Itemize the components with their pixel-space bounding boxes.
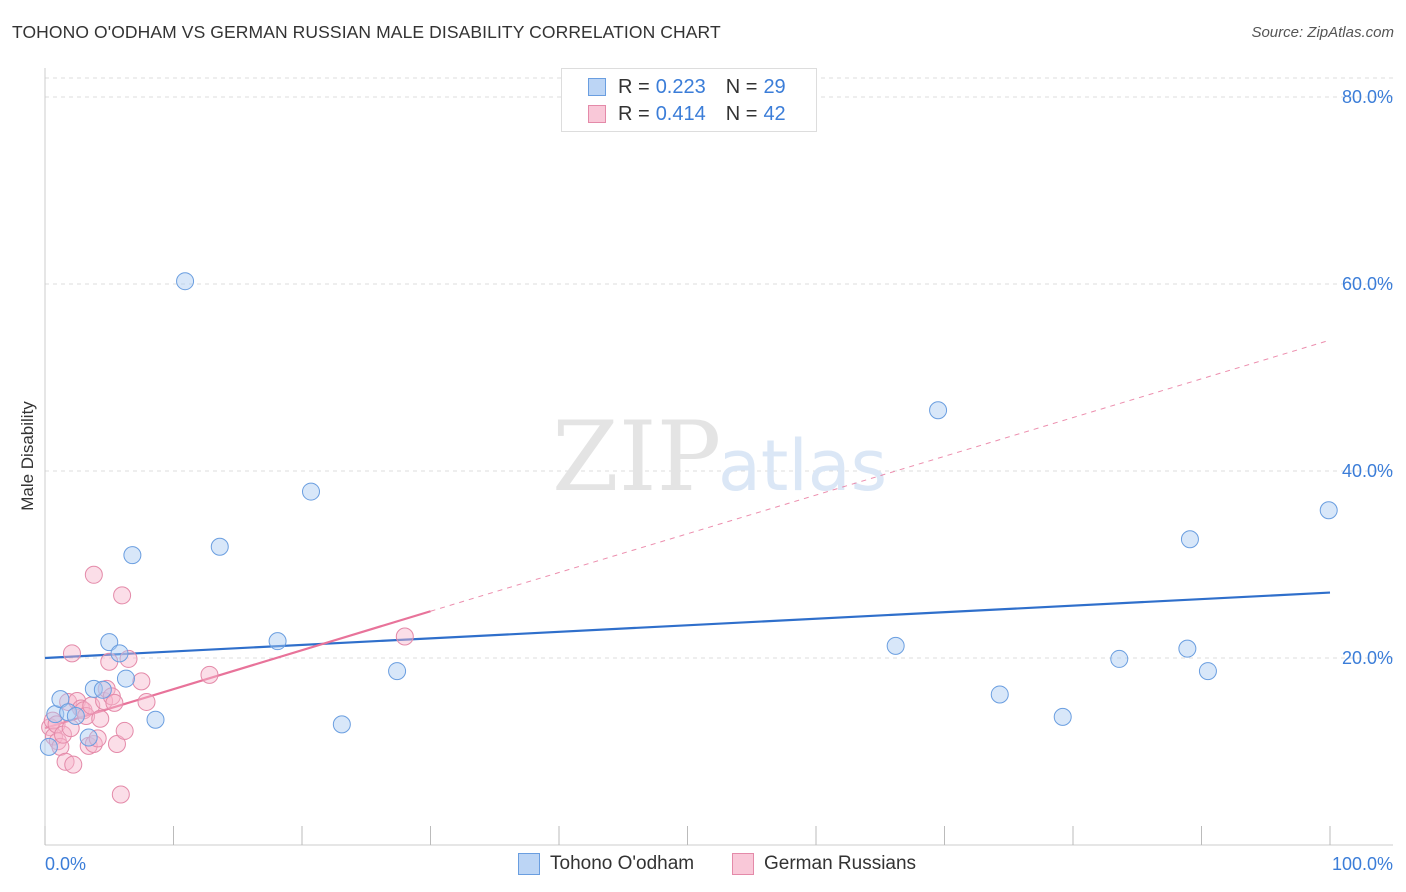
- point-tohono: [123, 546, 142, 565]
- x-tick-label: 0.0%: [45, 854, 86, 874]
- point-tohono: [176, 272, 195, 291]
- point-tohono: [110, 644, 129, 663]
- legend-r-value: 0.414: [655, 102, 706, 125]
- watermark-zip: ZIP: [552, 401, 721, 513]
- point-tohono: [1178, 639, 1197, 658]
- tick-label-layer: 20.0% 40.0% 60.0% 80.0% 0.0% 100.0%: [45, 87, 1393, 874]
- legend-n-label: N =: [725, 102, 758, 125]
- point-tohono: [388, 662, 407, 681]
- point-german-russians: [64, 755, 83, 774]
- point-tohono: [1319, 501, 1338, 520]
- watermark-atlas: atlas: [718, 425, 887, 507]
- point-german-russians: [91, 709, 110, 728]
- trend-layer: [44, 339, 1331, 730]
- point-german-russians: [105, 693, 124, 712]
- point-tohono: [84, 679, 103, 698]
- axis-layer: [44, 68, 1393, 846]
- point-tohono: [1053, 707, 1072, 726]
- trend-line-extension-german-russians: [430, 339, 1331, 612]
- legend-swatch-blue: [588, 78, 606, 96]
- y-axis-label: Male Disability: [18, 401, 37, 511]
- point-tohono: [100, 633, 119, 652]
- trend-line-tohono: [44, 591, 1331, 660]
- y-tick-label: 20.0%: [1342, 648, 1393, 668]
- stats-legend: R = 0.223 N = 29 R = 0.414 N = 42: [561, 68, 817, 132]
- point-german-russians: [61, 719, 80, 738]
- legend-r-label: R =: [618, 75, 650, 98]
- point-german-russians: [53, 725, 72, 744]
- point-tohono: [1110, 649, 1129, 668]
- point-german-russians: [119, 649, 138, 668]
- bottom-legend-label: German Russians: [764, 853, 917, 874]
- point-german-russians: [395, 627, 414, 646]
- y-tick-label: 60.0%: [1342, 274, 1393, 294]
- legend-n-label: N =: [725, 75, 758, 98]
- source-label: Source: ZipAtlas.com: [1251, 24, 1394, 41]
- point-german-russians: [77, 706, 96, 725]
- bottom-legend-tohono: Tohono O'odham: [518, 852, 694, 876]
- grid-layer: [45, 77, 1393, 659]
- point-german-russians: [115, 721, 134, 740]
- legend-n-value: 42: [763, 102, 786, 125]
- point-german-russians: [113, 586, 132, 605]
- point-tohono: [116, 669, 135, 688]
- bottom-legend-label: Tohono O'odham: [550, 853, 695, 874]
- chart-title: TOHONO O'ODHAM VS GERMAN RUSSIAN MALE DI…: [12, 22, 721, 42]
- point-tohono: [39, 737, 58, 756]
- x-tick-label: 100.0%: [1332, 854, 1393, 874]
- point-tohono: [210, 537, 229, 556]
- point-german-russians: [137, 692, 156, 711]
- point-tohono: [268, 632, 287, 651]
- point-german-russians: [88, 729, 107, 748]
- point-tohono: [146, 710, 165, 729]
- point-tohono: [66, 706, 85, 725]
- point-german-russians: [111, 785, 130, 804]
- y-tick-label: 80.0%: [1342, 87, 1393, 107]
- point-tohono: [1198, 662, 1217, 681]
- point-german-russians: [200, 665, 219, 684]
- points-layer: [39, 272, 1338, 804]
- point-tohono: [929, 401, 948, 420]
- legend-swatch-blue: [518, 853, 540, 875]
- y-tick-label: 40.0%: [1342, 461, 1393, 481]
- point-tohono: [1180, 530, 1199, 549]
- point-german-russians: [132, 672, 151, 691]
- legend-n-value: 29: [763, 75, 786, 98]
- point-tohono: [990, 685, 1009, 704]
- point-tohono: [301, 482, 320, 501]
- point-tohono: [886, 636, 905, 655]
- point-tohono: [93, 680, 112, 699]
- legend-row-tohono: R = 0.223 N = 29: [588, 76, 786, 98]
- bottom-legend-german-russians: German Russians: [732, 852, 916, 876]
- legend-r-value: 0.223: [655, 75, 706, 98]
- point-german-russians: [84, 565, 103, 584]
- point-tohono: [79, 728, 98, 747]
- legend-swatch-pink: [732, 853, 754, 875]
- legend-r-label: R =: [618, 102, 650, 125]
- point-german-russians: [62, 644, 81, 663]
- point-tohono: [332, 715, 351, 734]
- legend-row-german-russians: R = 0.414 N = 42: [588, 103, 786, 125]
- legend-swatch-pink: [588, 105, 606, 123]
- trend-line-german-russians: [44, 610, 431, 730]
